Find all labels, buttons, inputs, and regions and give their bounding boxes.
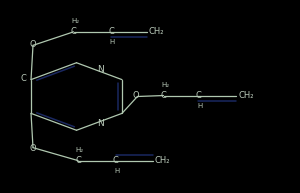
Text: C: C (160, 91, 166, 100)
Text: O: O (30, 144, 36, 153)
Text: C: C (75, 156, 81, 165)
Text: H: H (114, 168, 120, 174)
Text: H: H (197, 102, 202, 109)
Text: C: C (112, 156, 118, 165)
Text: H₂: H₂ (71, 18, 79, 24)
Text: H₂: H₂ (161, 82, 169, 88)
Text: N: N (98, 65, 104, 74)
Text: CH₂: CH₂ (148, 27, 164, 36)
Text: N: N (98, 119, 104, 128)
Text: C: C (108, 27, 114, 36)
Text: CH₂: CH₂ (154, 156, 170, 165)
Text: CH₂: CH₂ (238, 91, 254, 100)
Text: C: C (70, 27, 76, 36)
Text: H: H (110, 39, 115, 45)
Text: O: O (30, 40, 36, 49)
Text: O: O (133, 91, 139, 100)
Text: C: C (195, 91, 201, 100)
Text: C: C (21, 74, 26, 83)
Text: H₂: H₂ (75, 147, 84, 153)
